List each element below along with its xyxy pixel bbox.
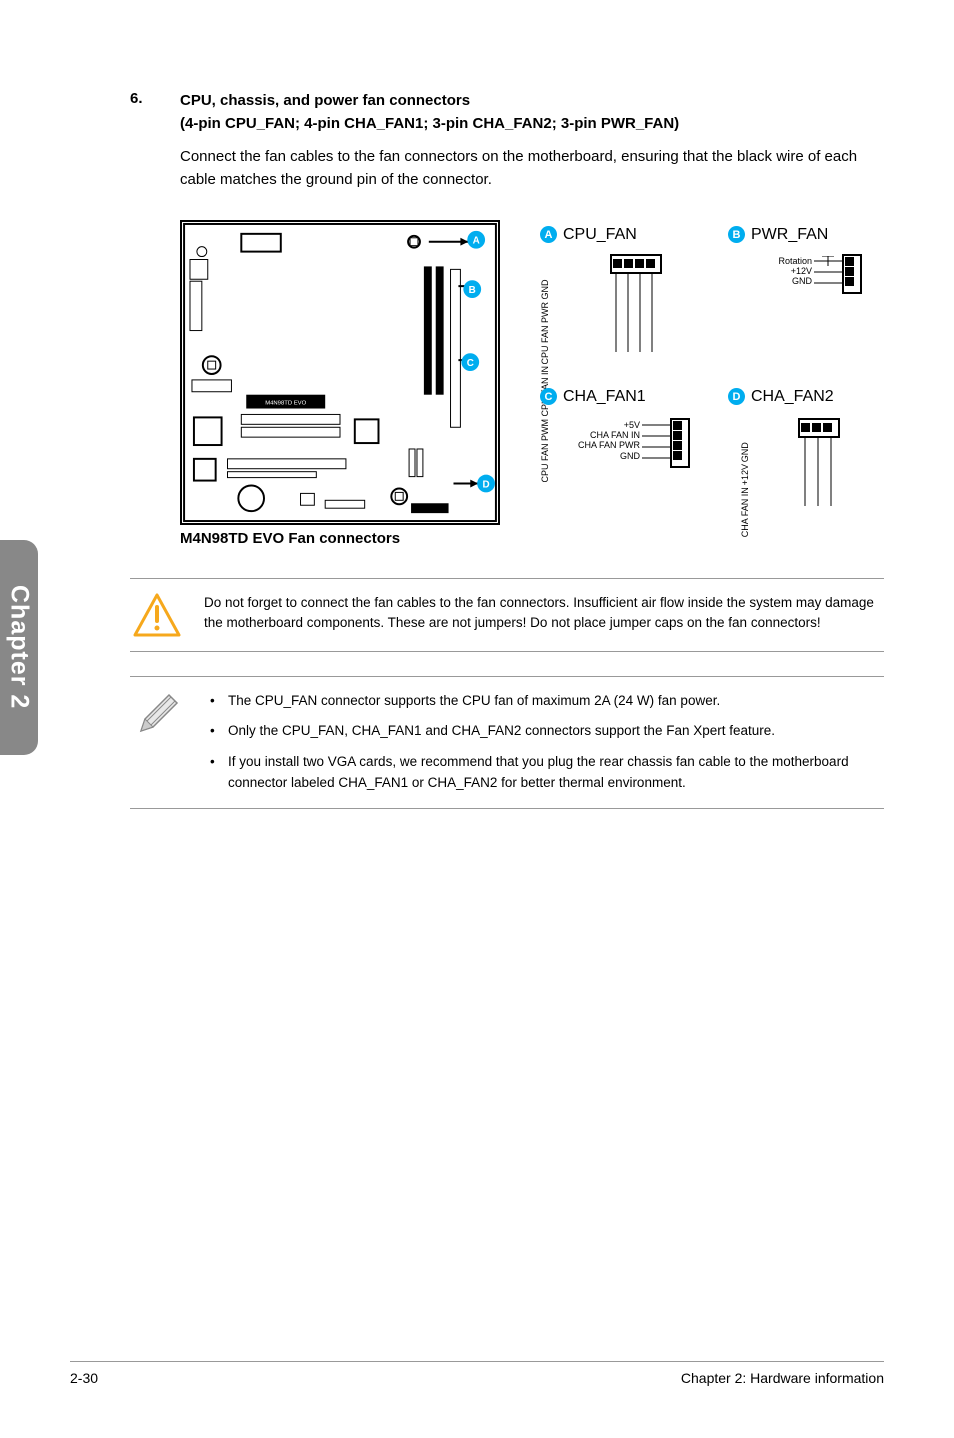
pwr-fan-pins: Rotation +12V GND	[752, 256, 812, 287]
marker-c-icon: C	[540, 388, 557, 405]
section-body: Connect the fan cables to the fan connec…	[180, 145, 884, 192]
motherboard-outline: M4N98TD EVO A B C D	[180, 220, 500, 525]
cpu-fan-label: CPU_FAN	[563, 226, 637, 244]
marker-b-icon: B	[728, 226, 745, 243]
note-item: If you install two VGA cards, we recomme…	[204, 752, 884, 794]
cpu-fan-connector	[610, 254, 662, 274]
note-item: Only the CPU_FAN, CHA_FAN1 and CHA_FAN2 …	[204, 721, 884, 742]
page-footer: 2-30 Chapter 2: Hardware information	[70, 1361, 884, 1386]
note-callout: The CPU_FAN connector supports the CPU f…	[130, 676, 884, 810]
svg-text:C: C	[467, 358, 474, 369]
cpu-fan-lines	[610, 274, 662, 354]
svg-text:D: D	[482, 479, 489, 490]
cpu-fan-title: A CPU_FAN	[540, 226, 637, 244]
pwr-fan-label: PWR_FAN	[751, 226, 828, 244]
warning-icon	[130, 593, 184, 637]
pwr-fan-title: B PWR_FAN	[728, 226, 828, 244]
cha-fan1-title: C CHA_FAN1	[540, 388, 646, 406]
cha-fan1-label: CHA_FAN1	[563, 388, 646, 406]
pwr-fan-lines	[814, 256, 844, 292]
marker-a-icon: A	[540, 226, 557, 243]
svg-text:M4N98TD EVO: M4N98TD EVO	[265, 400, 306, 406]
svg-text:B: B	[469, 285, 476, 296]
section-title-2: (4-pin CPU_FAN; 4-pin CHA_FAN1; 3-pin CH…	[180, 113, 679, 136]
pwr-fan-connector	[842, 254, 862, 294]
note-item: The CPU_FAN connector supports the CPU f…	[204, 691, 884, 712]
pencil-icon	[130, 691, 184, 795]
cha-fan1-pins: +5V CHA FAN IN CHA FAN PWR GND	[560, 420, 640, 461]
cha-fan1-connector	[670, 418, 690, 468]
chapter-tab: Chapter 2	[0, 540, 38, 755]
page-number: 2-30	[70, 1370, 98, 1386]
svg-text:A: A	[473, 235, 480, 246]
section-number: 6.	[130, 90, 180, 135]
chapter-label: Chapter 2: Hardware information	[681, 1370, 884, 1386]
cpu-fan-pins: CPU FAN PWM CPU FAN IN CPU FAN PWR GND	[540, 280, 550, 483]
cha-fan2-lines	[798, 438, 840, 508]
cha-fan2-connector	[798, 418, 840, 438]
chapter-tab-text: Chapter 2	[5, 585, 34, 709]
note-list: The CPU_FAN connector supports the CPU f…	[204, 691, 884, 795]
cha-fan2-pins: CHA FAN IN +12V GND	[740, 442, 750, 537]
warning-text: Do not forget to connect the fan cables …	[204, 593, 884, 637]
cha-fan1-lines	[642, 420, 672, 466]
marker-d-icon: D	[728, 388, 745, 405]
warning-callout: Do not forget to connect the fan cables …	[130, 578, 884, 652]
cha-fan2-title: D CHA_FAN2	[728, 388, 834, 406]
cha-fan2-label: CHA_FAN2	[751, 388, 834, 406]
section-title-1: CPU, chassis, and power fan connectors	[180, 90, 679, 113]
fan-connectors-diagram: M4N98TD EVO A B C D M4N98TD EVO Fan conn…	[180, 220, 880, 550]
diagram-caption: M4N98TD EVO Fan connectors	[180, 530, 400, 547]
